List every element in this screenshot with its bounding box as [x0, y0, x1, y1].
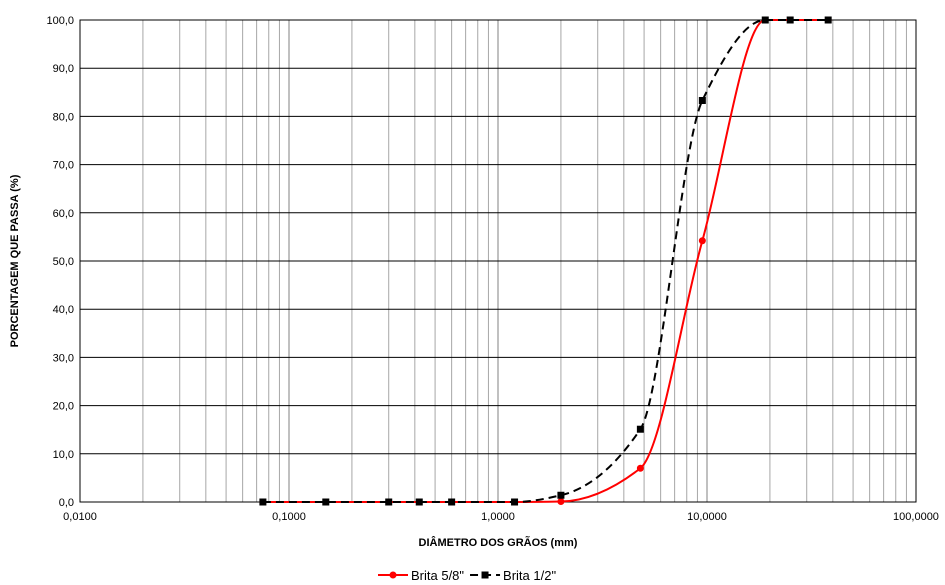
y-tick-label: 60,0 — [53, 208, 74, 220]
y-axis-title: PORCENTAGEM QUE PASSA (%) — [9, 174, 21, 347]
y-tick-label: 30,0 — [53, 352, 74, 364]
legend-item-1: Brita 5/8" — [378, 568, 464, 583]
legend: Brita 5/8" Brita 1/2" — [378, 568, 556, 583]
data-point — [511, 498, 519, 506]
data-point — [385, 498, 393, 506]
data-point — [415, 498, 423, 506]
x-tick-label: 0,1000 — [272, 511, 306, 523]
y-tick-label: 100,0 — [46, 15, 74, 27]
legend-label: Brita 5/8" — [411, 568, 464, 583]
series-2 — [259, 16, 832, 506]
grid-lines — [80, 20, 916, 502]
data-point — [698, 96, 706, 104]
data-point — [824, 16, 832, 24]
y-tick-label: 70,0 — [53, 160, 74, 172]
data-point — [636, 464, 644, 472]
x-tick-label: 10,0000 — [687, 511, 727, 523]
y-tick-label: 40,0 — [53, 304, 74, 316]
legend-marker — [481, 571, 489, 579]
series-group — [259, 16, 832, 506]
data-point — [557, 491, 565, 499]
data-point — [259, 498, 267, 506]
y-tick-label: 20,0 — [53, 401, 74, 413]
data-point — [786, 16, 794, 24]
x-tick-label: 100,0000 — [893, 511, 939, 523]
data-point — [698, 237, 706, 245]
y-tick-label: 0,0 — [59, 497, 74, 509]
legend-marker — [389, 571, 397, 579]
y-tick-label: 50,0 — [53, 256, 74, 268]
data-point — [322, 498, 330, 506]
series-line — [262, 19, 829, 503]
legend-item-2: Brita 1/2" — [470, 568, 556, 583]
data-point — [636, 425, 644, 433]
data-point — [761, 16, 769, 24]
y-tick-label: 90,0 — [53, 63, 74, 75]
y-tick-label: 10,0 — [53, 449, 74, 461]
x-tick-labels: 0,0100 0,1000 1,0000 10,0000 100,0000 — [63, 511, 939, 523]
data-point — [448, 498, 456, 506]
y-tick-label: 80,0 — [53, 111, 74, 123]
x-axis-title: DIÂMETRO DOS GRÃOS (mm) — [419, 536, 578, 549]
y-tick-labels: 0,0 10,0 20,0 30,0 40,0 50,0 60,0 70,0 80,0 90,0 1… — [46, 15, 74, 509]
legend-label: Brita 1/2" — [503, 568, 556, 583]
x-tick-label: 1,0000 — [481, 511, 515, 523]
data-point — [557, 498, 565, 506]
x-tick-label: 0,0100 — [63, 511, 97, 523]
